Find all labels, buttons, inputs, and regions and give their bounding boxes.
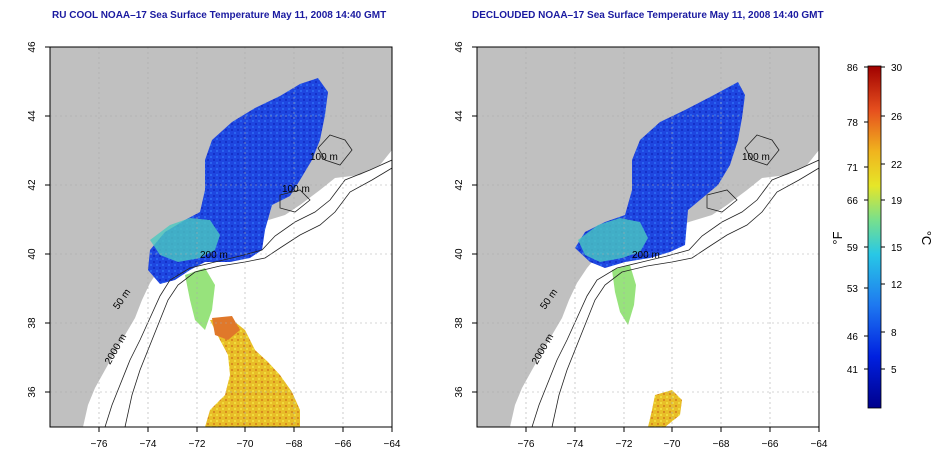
lat-tick-label: 38 (27, 317, 38, 329)
lon-tick-label: −72 (189, 439, 206, 450)
grid-lines (477, 47, 819, 427)
sst-warm-region (648, 390, 682, 427)
lon-tick-label: −74 (567, 439, 584, 450)
fahrenheit-tick: 71 (847, 163, 859, 174)
celsius-tick: 30 (891, 63, 903, 74)
lat-tick-label: 38 (454, 317, 465, 329)
lon-tick-label: −66 (335, 439, 352, 450)
left-lat-axis: 36 38 40 42 44 46 (27, 41, 50, 398)
colorbar-celsius-label: °C (919, 231, 934, 246)
sst-mid-region (150, 218, 220, 262)
lat-tick-label: 40 (27, 248, 38, 260)
lat-tick-label: 36 (27, 386, 38, 398)
celsius-tick: 26 (891, 112, 903, 123)
right-lat-axis: 36 38 40 42 44 46 (454, 41, 477, 398)
lon-tick-label: −70 (237, 439, 254, 450)
fahrenheit-tick: 46 (847, 332, 859, 343)
left-map: 100 m 100 m 200 m 50 m 2000 m −76 −74 −7… (27, 41, 401, 450)
lat-tick-label: 40 (454, 248, 465, 260)
right-map: 100 m 200 m 50 m 2000 m −76 −74 −72 −70 … (454, 41, 828, 450)
colorbar-celsius-ticks: 30 26 22 19 15 12 8 5 (881, 63, 903, 376)
lon-tick-label: −68 (713, 439, 730, 450)
lat-tick-label: 46 (454, 41, 465, 53)
sst-warm-region (205, 318, 300, 427)
fahrenheit-tick: 86 (847, 63, 859, 74)
fahrenheit-tick: 59 (847, 243, 859, 254)
lon-tick-label: −66 (762, 439, 779, 450)
fahrenheit-tick: 78 (847, 118, 859, 129)
colorbar-gradient (867, 65, 882, 409)
lat-tick-label: 44 (27, 110, 38, 122)
grid-lines (50, 47, 392, 427)
isobath-label-200m: 200 m (200, 250, 228, 261)
lon-tick-label: −76 (91, 439, 108, 450)
lat-tick-label: 42 (454, 179, 465, 191)
colorbar: 86 78 71 66 59 53 46 41 30 26 22 19 15 1… (830, 63, 934, 409)
colorbar-fahrenheit-ticks: 86 78 71 66 59 53 46 41 (847, 63, 868, 376)
fahrenheit-tick: 41 (847, 365, 859, 376)
isobath-label-100m: 100 m (742, 152, 770, 163)
lon-tick-label: −64 (811, 439, 828, 450)
celsius-tick: 15 (891, 243, 903, 254)
right-panel-title: DECLOUDED NOAA–17 Sea Surface Temperatur… (472, 10, 824, 21)
celsius-tick: 8 (891, 328, 897, 339)
isobath-label-100m: 100 m (310, 152, 338, 163)
celsius-tick: 19 (891, 196, 903, 207)
left-lon-axis: −76 −74 −72 −70 −68 −66 −64 (91, 427, 401, 450)
lat-tick-label: 46 (27, 41, 38, 53)
fahrenheit-tick: 66 (847, 196, 859, 207)
lat-tick-label: 42 (27, 179, 38, 191)
lon-tick-label: −64 (384, 439, 401, 450)
isobath-label-100m-b: 100 m (282, 184, 310, 195)
lon-tick-label: −74 (140, 439, 157, 450)
lon-tick-label: −76 (518, 439, 535, 450)
right-lon-axis: −76 −74 −72 −70 −68 −66 −64 (518, 427, 828, 450)
celsius-tick: 12 (891, 280, 903, 291)
lon-tick-label: −70 (664, 439, 681, 450)
colorbar-fahrenheit-label: °F (830, 231, 845, 244)
lat-tick-label: 44 (454, 110, 465, 122)
celsius-tick: 5 (891, 365, 897, 376)
lat-tick-label: 36 (454, 386, 465, 398)
fahrenheit-tick: 53 (847, 284, 859, 295)
left-panel-title: RU COOL NOAA–17 Sea Surface Temperature … (52, 10, 387, 21)
isobath-label-200m: 200 m (632, 250, 660, 261)
lon-tick-label: −72 (616, 439, 633, 450)
lon-tick-label: −68 (286, 439, 303, 450)
celsius-tick: 22 (891, 160, 903, 171)
